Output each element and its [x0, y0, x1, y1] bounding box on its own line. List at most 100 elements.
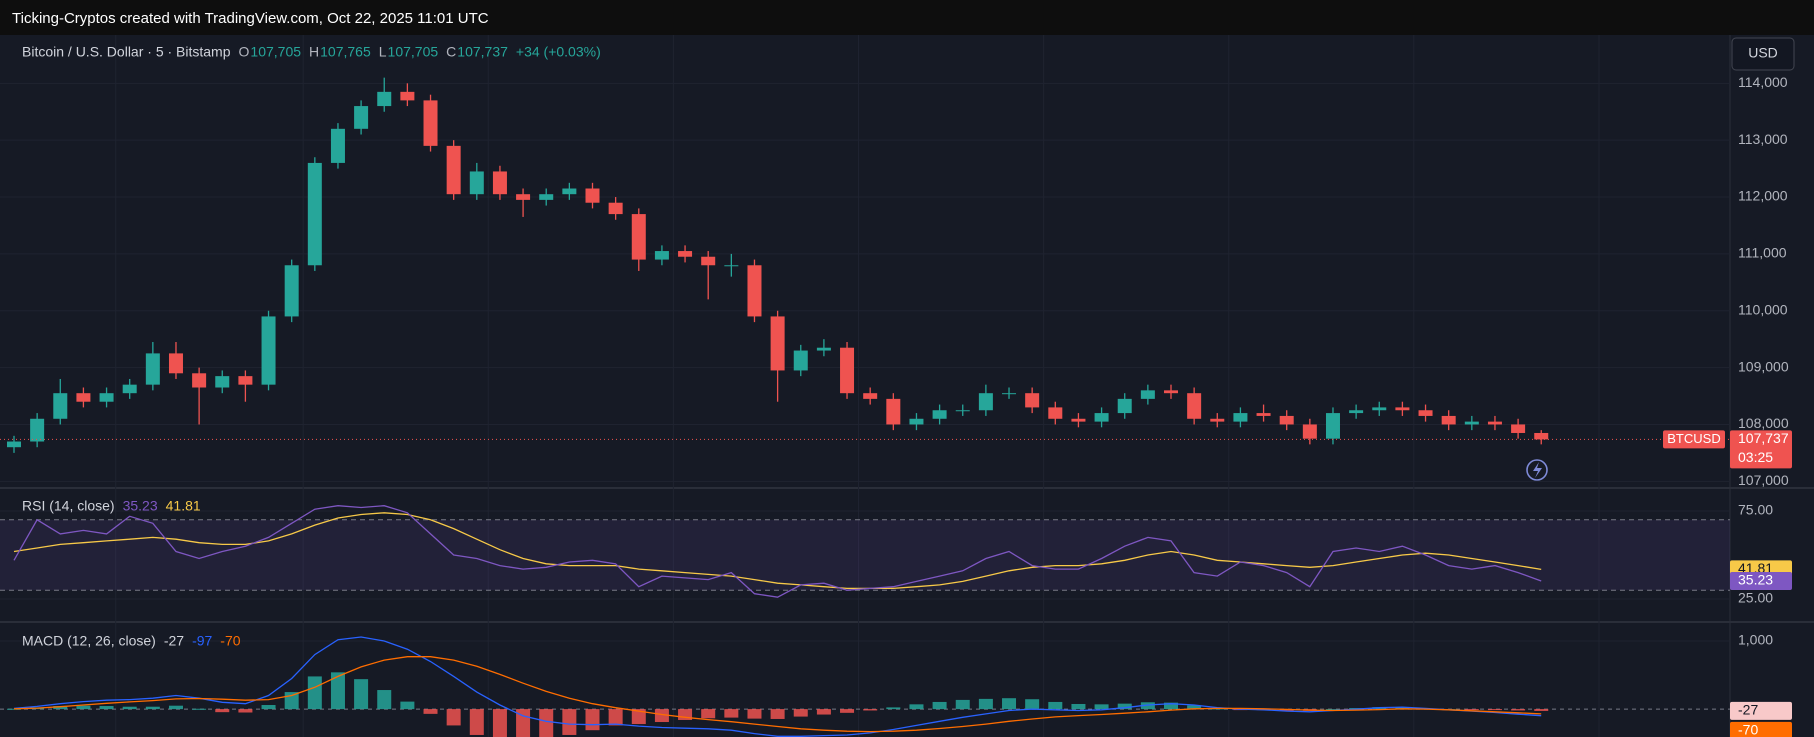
chart-background	[0, 35, 1814, 737]
candle-body	[840, 347, 855, 394]
price-tag-label: 107,737	[1738, 430, 1789, 446]
candle-body	[747, 265, 762, 317]
candle-body	[863, 393, 878, 399]
candle-body	[492, 171, 507, 195]
candle-body	[261, 316, 276, 385]
candle-body	[909, 418, 924, 425]
candle-body	[585, 188, 600, 203]
histogram-bar	[215, 709, 230, 713]
indicator-line	[13, 505, 1542, 598]
symbol-tag-label: BTCUSD	[1667, 431, 1720, 446]
y-tick-label: 75.00	[1738, 502, 1773, 518]
histogram-bar	[631, 709, 646, 725]
candle-body	[377, 91, 392, 107]
axis-value-tag	[1730, 721, 1792, 737]
candle-body	[793, 350, 808, 371]
candle-body	[654, 251, 669, 260]
y-tick-label: 1,000	[1738, 632, 1773, 648]
currency-button[interactable]	[1731, 37, 1795, 71]
histogram-bar	[145, 706, 160, 710]
candle-body	[7, 441, 21, 448]
legend-key: H	[309, 44, 319, 60]
histogram-bar	[747, 709, 762, 719]
candle-body	[122, 384, 137, 394]
histogram-bar	[122, 706, 137, 710]
histogram-bar	[701, 709, 716, 719]
histogram-bar	[307, 676, 322, 710]
header-text: Ticking-Cryptos created with TradingView…	[12, 10, 489, 27]
histogram-bar	[863, 709, 878, 711]
candle-body	[539, 194, 554, 200]
histogram-bar	[330, 672, 345, 710]
legend-value: 35.23	[123, 498, 158, 514]
histogram-bar	[261, 705, 276, 710]
histogram-bar	[585, 709, 600, 731]
histogram-bar	[168, 705, 183, 710]
histogram-bar	[238, 709, 253, 713]
candle-body	[53, 393, 68, 419]
histogram-bar	[99, 706, 114, 710]
histogram-bar	[284, 692, 299, 710]
candle-body	[99, 393, 114, 402]
candle-body	[1233, 413, 1248, 422]
histogram-bar	[76, 705, 91, 710]
candle-body	[30, 418, 45, 442]
candle-body	[1534, 432, 1549, 440]
histogram-bar	[1325, 709, 1340, 711]
legend-value: 107,705	[250, 44, 301, 60]
alert-icon[interactable]	[1526, 459, 1548, 481]
histogram-bar	[562, 709, 577, 735]
legend-value: -70	[220, 633, 240, 649]
legend-key: C	[446, 44, 456, 60]
histogram-bar	[1464, 709, 1479, 711]
axis-value-tag-label: 35.23	[1738, 572, 1773, 588]
histogram-bar	[1117, 703, 1132, 710]
candle-body	[701, 256, 716, 266]
histogram-bar	[1002, 698, 1017, 710]
indicator-line	[13, 512, 1542, 590]
candle-body	[1164, 390, 1178, 394]
histogram-bar	[446, 709, 461, 726]
axis-value-tag	[1730, 701, 1792, 720]
candle-body	[145, 353, 160, 385]
histogram-bar	[955, 699, 970, 710]
candle-body	[469, 171, 484, 195]
histogram-bar	[840, 709, 855, 713]
histogram-bar	[1164, 702, 1178, 710]
candle-body	[423, 100, 438, 146]
legend-value: 107,705	[388, 44, 439, 60]
histogram-bar	[1071, 703, 1086, 710]
indicator-line	[13, 636, 1542, 737]
candle-body	[1372, 407, 1387, 411]
candle-body	[1511, 424, 1526, 433]
legend-title: MACD (12, 26, close)	[22, 633, 156, 649]
histogram-bar	[978, 698, 993, 710]
candle-body	[1256, 413, 1271, 416]
y-tick-label: 112,000	[1738, 188, 1788, 204]
candle-body	[284, 265, 299, 317]
candle-body	[446, 145, 461, 195]
histogram-bar	[1487, 709, 1502, 711]
histogram-bar	[1048, 701, 1063, 710]
candle-body	[816, 347, 831, 351]
candle-body	[1302, 424, 1317, 439]
candle-body	[770, 316, 785, 371]
candle-body	[1140, 390, 1155, 399]
symbol-tag	[1663, 430, 1725, 449]
candle-body	[932, 410, 947, 419]
candle-body	[1187, 393, 1202, 419]
legend-value: -97	[192, 633, 212, 649]
y-tick-label: 108,000	[1738, 415, 1789, 431]
legend-value: 107,737	[457, 44, 508, 60]
candle-body	[168, 353, 183, 374]
histogram-bar	[400, 701, 415, 710]
countdown-label: 03:25	[1738, 449, 1773, 465]
candle-body	[1395, 407, 1410, 411]
candle-body	[1002, 393, 1017, 395]
rsi-band	[0, 519, 1730, 591]
y-tick-label: 114,000	[1738, 74, 1788, 90]
legend-key: L	[379, 44, 387, 60]
candle-body	[562, 188, 577, 195]
candle-body	[1464, 421, 1479, 425]
